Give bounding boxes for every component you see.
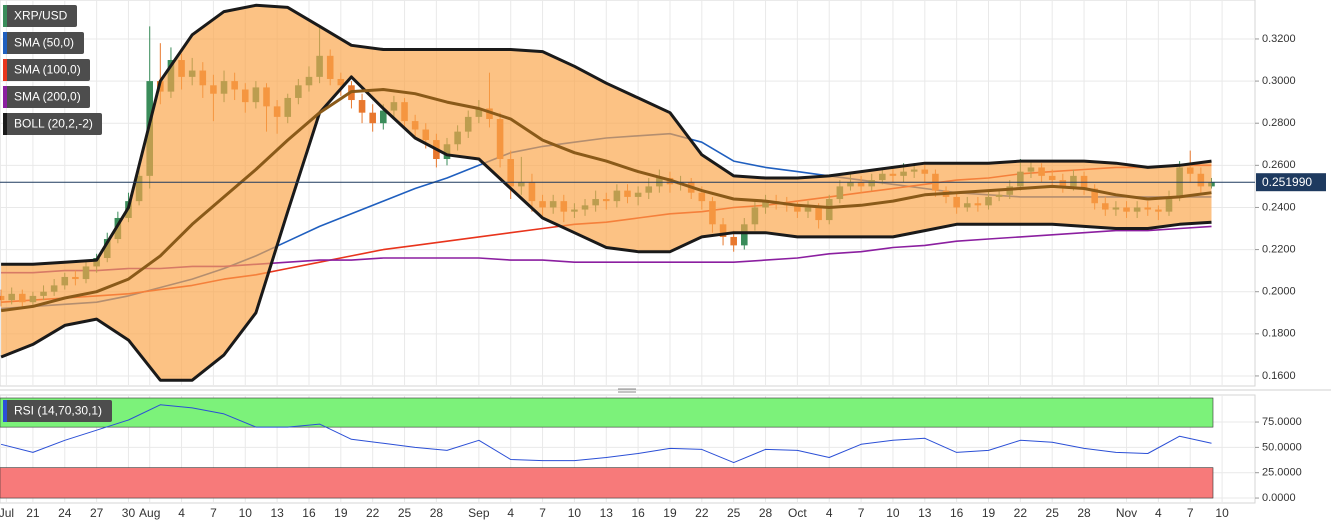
x-tick-label: 7 <box>539 506 546 520</box>
x-tick-label: 16 <box>631 506 645 520</box>
x-tick-label: 28 <box>430 506 444 520</box>
candle-body <box>369 112 376 124</box>
y-tick-label: 0.2400 <box>1262 201 1296 213</box>
x-tick-label: 24 <box>58 506 72 520</box>
x-tick-label: 30 <box>122 506 136 520</box>
oversold-zone <box>0 467 1214 499</box>
legend-swatch <box>3 5 7 27</box>
x-tick-label: 28 <box>1077 506 1091 520</box>
legend-label: SMA (50,0) <box>14 36 74 50</box>
last-price-box <box>1256 173 1326 192</box>
legend-item[interactable]: SMA (50,0) <box>3 32 84 54</box>
legend-label: SMA (100,0) <box>14 63 81 77</box>
y-tick-label: 25.0000 <box>1262 467 1302 479</box>
bollinger-middle <box>0 88 1212 313</box>
legend-swatch <box>3 59 7 81</box>
zone-layer <box>0 397 1214 499</box>
x-tick-label: 4 <box>1155 506 1162 520</box>
x-tick-label: 19 <box>663 506 677 520</box>
legend-label: SMA (200,0) <box>14 90 81 104</box>
legend-label: RSI (14,70,30,1) <box>14 404 102 418</box>
legend-box[interactable] <box>3 32 84 54</box>
x-tick-label: Nov <box>1116 506 1137 520</box>
x-tick-label: 13 <box>600 506 614 520</box>
x-tick-label: 7 <box>210 506 217 520</box>
bollinger-upper <box>1 3 1212 266</box>
x-tick-label: 13 <box>270 506 284 520</box>
x-tick-label: 4 <box>507 506 514 520</box>
legend-label: XRP/USD <box>14 9 68 23</box>
legend-item[interactable]: XRP/USD <box>3 5 77 27</box>
y-tick-label: 0.0000 <box>1262 492 1296 504</box>
x-tick-label: 22 <box>1014 506 1028 520</box>
y-tick-label: 0.2600 <box>1262 159 1296 171</box>
x-tick-label: 16 <box>302 506 316 520</box>
x-tick-label: 10 <box>239 506 253 520</box>
x-tick-label: 4 <box>826 506 833 520</box>
legend-item[interactable]: SMA (200,0) <box>3 86 90 108</box>
y-tick-label: 0.1600 <box>1262 370 1296 382</box>
x-tick-label: 22 <box>695 506 709 520</box>
y-tick-label: 0.3200 <box>1262 33 1296 45</box>
legend-swatch <box>3 400 7 422</box>
y-tick-label: 0.3000 <box>1262 75 1296 87</box>
x-tick-label: 10 <box>1215 506 1229 520</box>
x-tick-label: 21 <box>26 506 40 520</box>
legend-swatch <box>3 32 7 54</box>
candle-body <box>380 110 387 124</box>
legend-item[interactable]: SMA (100,0) <box>3 59 90 81</box>
x-tick-label: 4 <box>178 506 185 520</box>
x-tick-label: 19 <box>334 506 348 520</box>
x-tick-label: 10 <box>886 506 900 520</box>
band-layer <box>0 3 1212 382</box>
x-tick-label: 25 <box>1046 506 1060 520</box>
x-tick-label: 27 <box>90 506 104 520</box>
x-tick-label: 25 <box>398 506 412 520</box>
x-tick-label: Sep <box>468 506 490 520</box>
legend-box[interactable] <box>3 59 90 81</box>
overlay-layer: 0.1600 0.1800 0.2000 0.2200 0.2400 0.2600 0.28… <box>0 5 1326 520</box>
x-tick-label: Aug <box>139 506 160 520</box>
candle-body <box>358 100 366 113</box>
legend-item[interactable]: BOLL (20,2,-2) <box>3 113 102 135</box>
x-tick-label: 22 <box>366 506 380 520</box>
legend-swatch <box>3 86 7 108</box>
y-tick-label: 0.2800 <box>1262 117 1296 129</box>
last-price-label: 0.251990 <box>1262 175 1312 189</box>
x-tick-label: 13 <box>918 506 932 520</box>
y-tick-label: 50.0000 <box>1262 441 1302 453</box>
candle-body <box>741 224 748 246</box>
x-tick-label: 7 <box>1187 506 1194 520</box>
y-tick-label: 75.0000 <box>1262 416 1302 428</box>
legend-box[interactable] <box>3 400 112 422</box>
x-tick-label: 10 <box>568 506 582 520</box>
legend-label: BOLL (20,2,-2) <box>14 117 93 131</box>
legend-box[interactable] <box>3 113 102 135</box>
legend-swatch <box>3 113 7 135</box>
x-tick-label: 28 <box>759 506 773 520</box>
y-tick-label: 0.1800 <box>1262 328 1296 340</box>
legend-box[interactable] <box>3 5 77 27</box>
x-tick-label: 7 <box>858 506 865 520</box>
y-tick-label: 0.2000 <box>1262 286 1296 298</box>
y-tick-label: 0.2200 <box>1262 243 1296 255</box>
rsi-line <box>0 404 1212 464</box>
legend-box[interactable] <box>3 86 90 108</box>
bollinger-lower <box>0 75 1212 382</box>
legend-item[interactable]: RSI (14,70,30,1) <box>3 400 112 422</box>
candle-body <box>730 236 737 246</box>
x-tick-label: 19 <box>982 506 996 520</box>
overbought-zone <box>0 397 1214 428</box>
bollinger-fill <box>1 5 1212 381</box>
x-tick-label: 25 <box>727 506 741 520</box>
x-tick-label: Jul <box>0 506 14 520</box>
x-tick-label: Oct <box>788 506 807 520</box>
x-tick-label: 16 <box>950 506 964 520</box>
